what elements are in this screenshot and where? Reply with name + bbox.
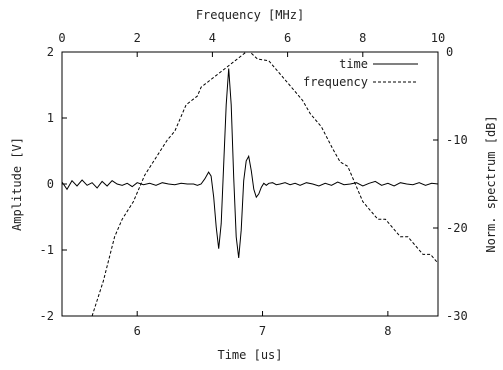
x-tick-label-bottom: 8 xyxy=(384,324,391,338)
legend-label-frequency: frequency xyxy=(303,75,368,89)
x-axis-title-bottom: Time [us] xyxy=(217,348,282,362)
x-tick-label-top: 10 xyxy=(431,31,445,45)
x-tick-label-bottom: 7 xyxy=(259,324,266,338)
y-tick-label-right: -20 xyxy=(446,221,468,235)
x-axis-title-top: Frequency [MHz] xyxy=(196,8,304,22)
y-tick-label-right: 0 xyxy=(446,45,453,59)
y-tick-label-right: -30 xyxy=(446,309,468,323)
series-line-frequency xyxy=(91,52,438,316)
x-tick-label-top: 0 xyxy=(58,31,65,45)
y-tick-label-left: 2 xyxy=(47,45,54,59)
y-tick-label-left: 0 xyxy=(47,177,54,191)
y-tick-label-left: -1 xyxy=(40,243,54,257)
x-tick-label-top: 4 xyxy=(209,31,216,45)
legend: time frequency xyxy=(303,57,418,89)
x-tick-label-top: 6 xyxy=(284,31,291,45)
series-layer xyxy=(62,52,438,316)
x-tick-label-top: 2 xyxy=(134,31,141,45)
y-tick-label-left: 1 xyxy=(47,111,54,125)
y-axis-title-right: Norm. spectrum [dB] xyxy=(484,115,498,252)
series-line-time xyxy=(62,68,438,258)
legend-label-time: time xyxy=(339,57,368,71)
y-tick-label-right: -10 xyxy=(446,133,468,147)
x-tick-label-top: 8 xyxy=(359,31,366,45)
y-tick-label-left: -2 xyxy=(40,309,54,323)
x-tick-label-bottom: 6 xyxy=(134,324,141,338)
y-axis-title-left: Amplitude [V] xyxy=(10,137,24,231)
